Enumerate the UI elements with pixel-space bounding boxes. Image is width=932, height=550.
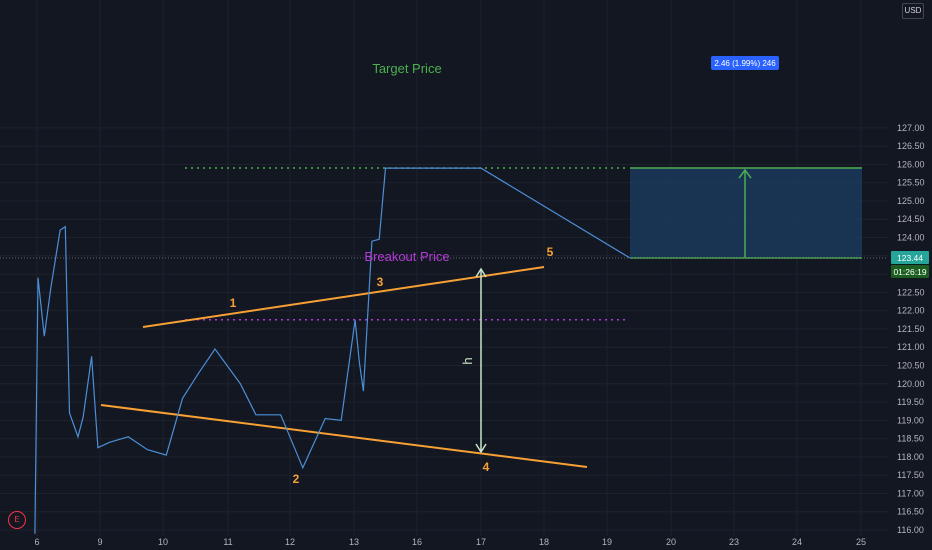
chart-overlays: [0, 167, 888, 468]
measure-label-bg: [711, 56, 779, 70]
x-tick-label: 13: [349, 537, 359, 547]
price-axis[interactable]: 116.00 116.50 117.00 117.50 118.00 118.50 119.…: [891, 123, 929, 535]
currency-button[interactable]: USD: [902, 3, 924, 19]
y-tick-label: 116.50: [897, 507, 924, 517]
chart-grid: [0, 0, 888, 536]
x-tick-label: 18: [539, 537, 549, 547]
current-price-tag: [891, 250, 929, 264]
point-label-3: 3: [377, 275, 384, 289]
price-series: [34, 167, 631, 534]
y-tick-label: 124.50: [897, 214, 925, 224]
price-line: [34, 167, 631, 534]
height-label: h: [460, 357, 475, 364]
y-tick-label: 117.50: [897, 470, 924, 480]
earnings-badge[interactable]: E: [8, 511, 26, 529]
y-tick-label: 121.00: [897, 342, 925, 352]
y-tick-label: 119.50: [897, 397, 924, 407]
x-tick-label: 12: [285, 537, 295, 547]
x-tick-label: 6: [34, 537, 39, 547]
y-tick-label: 118.00: [897, 452, 924, 462]
x-tick-label: 11: [223, 537, 232, 547]
x-tick-label: 25: [856, 537, 866, 547]
x-tick-label: 17: [476, 537, 486, 547]
y-tick-label: 122.50: [897, 287, 925, 297]
y-tick-label: 124.00: [897, 233, 925, 243]
point-label-2: 2: [293, 472, 300, 486]
y-tick-label: 127.00: [897, 123, 925, 133]
point-label-5: 5: [547, 245, 554, 259]
x-tick-label: 24: [792, 537, 802, 547]
y-tick-label: 126.50: [897, 141, 925, 151]
y-tick-label: 125.00: [897, 196, 925, 206]
target-price-label: Target Price: [372, 61, 441, 76]
chart-annotations: 2.46 (1.99%) 246 Target Price Breakout Pri…: [230, 56, 779, 486]
x-tick-label: 19: [602, 537, 612, 547]
y-tick-label: 126.00: [897, 159, 925, 169]
x-tick-label: 23: [729, 537, 739, 547]
y-tick-label: 117.00: [897, 488, 924, 498]
current-price-value: 123.44: [897, 253, 923, 263]
y-tick-label: 121.50: [897, 324, 925, 334]
upper-trendline: [142, 266, 545, 328]
y-tick-label: 120.00: [897, 379, 925, 389]
x-tick-label: 10: [158, 537, 168, 547]
x-tick-label: 9: [97, 537, 102, 547]
point-label-4: 4: [483, 460, 490, 474]
measure-arrow-head: [738, 168, 752, 179]
breakout-price-label: Breakout Price: [364, 249, 449, 264]
y-tick-label: 125.50: [897, 178, 925, 188]
x-tick-label: 20: [666, 537, 676, 547]
y-tick-label: 118.50: [897, 434, 924, 444]
countdown-value: 01:26:19: [893, 267, 926, 277]
x-tick-label: 16: [412, 537, 422, 547]
y-tick-label: 119.00: [897, 415, 924, 425]
y-tick-label: 122.00: [897, 306, 925, 316]
height-arrow-bottom: [475, 443, 487, 454]
countdown-tag: [891, 264, 929, 278]
height-arrow-top: [475, 267, 487, 278]
point-label-1: 1: [230, 296, 237, 310]
y-tick-label: 120.50: [897, 360, 925, 370]
y-tick-label: 116.00: [897, 525, 924, 535]
lower-trendline: [100, 404, 588, 468]
target-box: [630, 168, 862, 258]
time-axis[interactable]: 6 9 10 11 12 13 16 17 18 19 20 23 24 25: [34, 537, 866, 547]
measure-label: 2.46 (1.99%) 246: [714, 59, 776, 68]
